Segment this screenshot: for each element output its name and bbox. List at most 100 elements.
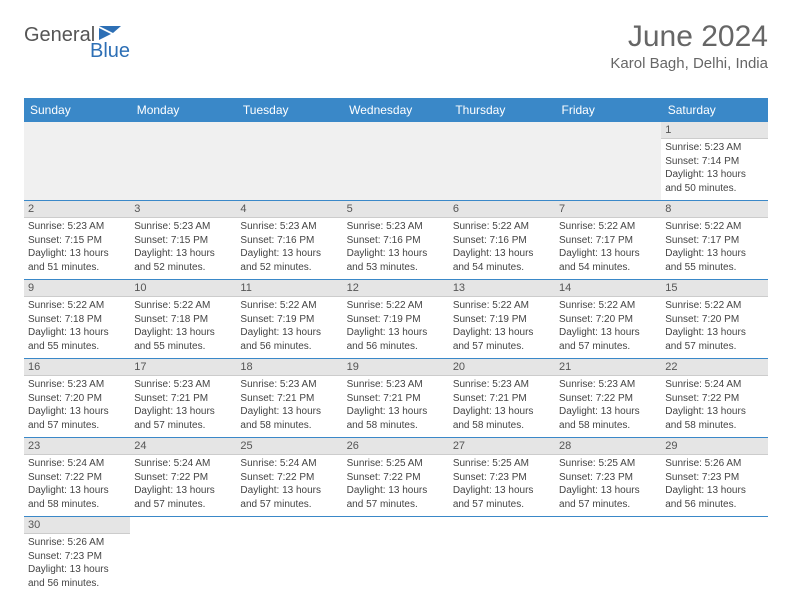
daylight-text: Daylight: 13 hours and 54 minutes. xyxy=(453,247,551,274)
sunset-text: Sunset: 7:16 PM xyxy=(453,234,551,248)
weekday-header: Saturday xyxy=(661,98,767,122)
logo-text-blue: Blue xyxy=(90,40,130,62)
sunset-text: Sunset: 7:17 PM xyxy=(559,234,657,248)
calendar-empty-cell xyxy=(555,517,661,596)
day-number: 14 xyxy=(555,280,661,297)
sunset-text: Sunset: 7:18 PM xyxy=(28,313,126,327)
calendar-day-cell: 27Sunrise: 5:25 AMSunset: 7:23 PMDayligh… xyxy=(449,438,555,517)
weekday-header: Wednesday xyxy=(343,98,449,122)
weekday-header: Monday xyxy=(130,98,236,122)
sunrise-text: Sunrise: 5:24 AM xyxy=(134,457,232,471)
day-details: Sunrise: 5:23 AMSunset: 7:15 PMDaylight:… xyxy=(130,218,236,276)
calendar-week-row: 23Sunrise: 5:24 AMSunset: 7:22 PMDayligh… xyxy=(24,438,768,517)
day-details: Sunrise: 5:22 AMSunset: 7:19 PMDaylight:… xyxy=(343,297,449,355)
daylight-text: Daylight: 13 hours and 55 minutes. xyxy=(28,326,126,353)
day-number: 7 xyxy=(555,201,661,218)
sunset-text: Sunset: 7:20 PM xyxy=(28,392,126,406)
calendar-day-cell: 29Sunrise: 5:26 AMSunset: 7:23 PMDayligh… xyxy=(661,438,767,517)
day-number: 27 xyxy=(449,438,555,455)
sunrise-text: Sunrise: 5:24 AM xyxy=(665,378,763,392)
weekday-header: Sunday xyxy=(24,98,130,122)
header-row: General June 2024 Karol Bagh, Delhi, Ind… xyxy=(24,20,768,72)
day-number: 16 xyxy=(24,359,130,376)
day-details: Sunrise: 5:24 AMSunset: 7:22 PMDaylight:… xyxy=(24,455,130,513)
sunrise-text: Sunrise: 5:22 AM xyxy=(559,220,657,234)
daylight-text: Daylight: 13 hours and 57 minutes. xyxy=(559,484,657,511)
calendar-week-row: 30Sunrise: 5:26 AMSunset: 7:23 PMDayligh… xyxy=(24,517,768,596)
sunrise-text: Sunrise: 5:22 AM xyxy=(240,299,338,313)
calendar-week-row: 1Sunrise: 5:23 AMSunset: 7:14 PMDaylight… xyxy=(24,122,768,201)
weekday-row: SundayMondayTuesdayWednesdayThursdayFrid… xyxy=(24,98,768,122)
day-details: Sunrise: 5:23 AMSunset: 7:16 PMDaylight:… xyxy=(343,218,449,276)
sunset-text: Sunset: 7:22 PM xyxy=(665,392,763,406)
day-details: Sunrise: 5:22 AMSunset: 7:17 PMDaylight:… xyxy=(661,218,767,276)
calendar-day-cell: 22Sunrise: 5:24 AMSunset: 7:22 PMDayligh… xyxy=(661,359,767,438)
sunrise-text: Sunrise: 5:22 AM xyxy=(665,299,763,313)
day-details: Sunrise: 5:22 AMSunset: 7:19 PMDaylight:… xyxy=(449,297,555,355)
day-number: 19 xyxy=(343,359,449,376)
day-details: Sunrise: 5:23 AMSunset: 7:16 PMDaylight:… xyxy=(236,218,342,276)
calendar-week-row: 16Sunrise: 5:23 AMSunset: 7:20 PMDayligh… xyxy=(24,359,768,438)
daylight-text: Daylight: 13 hours and 52 minutes. xyxy=(134,247,232,274)
day-number: 24 xyxy=(130,438,236,455)
sunrise-text: Sunrise: 5:23 AM xyxy=(453,378,551,392)
calendar-empty-cell xyxy=(555,122,661,201)
day-number: 26 xyxy=(343,438,449,455)
calendar-day-cell: 13Sunrise: 5:22 AMSunset: 7:19 PMDayligh… xyxy=(449,280,555,359)
day-number: 20 xyxy=(449,359,555,376)
month-title: June 2024 xyxy=(610,20,768,53)
day-details: Sunrise: 5:23 AMSunset: 7:14 PMDaylight:… xyxy=(661,139,767,197)
day-details: Sunrise: 5:25 AMSunset: 7:23 PMDaylight:… xyxy=(449,455,555,513)
daylight-text: Daylight: 13 hours and 54 minutes. xyxy=(559,247,657,274)
calendar-day-cell: 1Sunrise: 5:23 AMSunset: 7:14 PMDaylight… xyxy=(661,122,767,201)
daylight-text: Daylight: 13 hours and 58 minutes. xyxy=(453,405,551,432)
sunrise-text: Sunrise: 5:23 AM xyxy=(240,220,338,234)
day-details: Sunrise: 5:25 AMSunset: 7:23 PMDaylight:… xyxy=(555,455,661,513)
calendar-empty-cell xyxy=(449,517,555,596)
day-details: Sunrise: 5:24 AMSunset: 7:22 PMDaylight:… xyxy=(236,455,342,513)
calendar-table: SundayMondayTuesdayWednesdayThursdayFrid… xyxy=(24,98,768,595)
calendar-day-cell: 18Sunrise: 5:23 AMSunset: 7:21 PMDayligh… xyxy=(236,359,342,438)
sunset-text: Sunset: 7:22 PM xyxy=(28,471,126,485)
sunset-text: Sunset: 7:19 PM xyxy=(453,313,551,327)
day-details: Sunrise: 5:23 AMSunset: 7:21 PMDaylight:… xyxy=(449,376,555,434)
sunset-text: Sunset: 7:19 PM xyxy=(240,313,338,327)
calendar-day-cell: 2Sunrise: 5:23 AMSunset: 7:15 PMDaylight… xyxy=(24,201,130,280)
day-number: 30 xyxy=(24,517,130,534)
sunset-text: Sunset: 7:18 PM xyxy=(134,313,232,327)
daylight-text: Daylight: 13 hours and 58 minutes. xyxy=(665,405,763,432)
daylight-text: Daylight: 13 hours and 57 minutes. xyxy=(240,484,338,511)
sunset-text: Sunset: 7:22 PM xyxy=(240,471,338,485)
calendar-empty-cell xyxy=(343,517,449,596)
day-details: Sunrise: 5:22 AMSunset: 7:20 PMDaylight:… xyxy=(661,297,767,355)
calendar-day-cell: 25Sunrise: 5:24 AMSunset: 7:22 PMDayligh… xyxy=(236,438,342,517)
calendar-day-cell: 24Sunrise: 5:24 AMSunset: 7:22 PMDayligh… xyxy=(130,438,236,517)
sunrise-text: Sunrise: 5:25 AM xyxy=(559,457,657,471)
sunrise-text: Sunrise: 5:25 AM xyxy=(347,457,445,471)
calendar-day-cell: 30Sunrise: 5:26 AMSunset: 7:23 PMDayligh… xyxy=(24,517,130,596)
sunset-text: Sunset: 7:21 PM xyxy=(240,392,338,406)
sunrise-text: Sunrise: 5:22 AM xyxy=(665,220,763,234)
day-number: 4 xyxy=(236,201,342,218)
calendar-day-cell: 6Sunrise: 5:22 AMSunset: 7:16 PMDaylight… xyxy=(449,201,555,280)
sunrise-text: Sunrise: 5:23 AM xyxy=(28,378,126,392)
day-number: 12 xyxy=(343,280,449,297)
calendar-day-cell: 19Sunrise: 5:23 AMSunset: 7:21 PMDayligh… xyxy=(343,359,449,438)
calendar-week-row: 9Sunrise: 5:22 AMSunset: 7:18 PMDaylight… xyxy=(24,280,768,359)
weekday-header: Tuesday xyxy=(236,98,342,122)
location: Karol Bagh, Delhi, India xyxy=(610,55,768,72)
sunset-text: Sunset: 7:20 PM xyxy=(559,313,657,327)
calendar-day-cell: 23Sunrise: 5:24 AMSunset: 7:22 PMDayligh… xyxy=(24,438,130,517)
daylight-text: Daylight: 13 hours and 56 minutes. xyxy=(665,484,763,511)
calendar-empty-cell xyxy=(236,517,342,596)
day-number: 18 xyxy=(236,359,342,376)
calendar-empty-cell xyxy=(449,122,555,201)
day-details: Sunrise: 5:22 AMSunset: 7:16 PMDaylight:… xyxy=(449,218,555,276)
daylight-text: Daylight: 13 hours and 57 minutes. xyxy=(665,326,763,353)
calendar-day-cell: 26Sunrise: 5:25 AMSunset: 7:22 PMDayligh… xyxy=(343,438,449,517)
calendar-header: SundayMondayTuesdayWednesdayThursdayFrid… xyxy=(24,98,768,122)
calendar-day-cell: 8Sunrise: 5:22 AMSunset: 7:17 PMDaylight… xyxy=(661,201,767,280)
sunset-text: Sunset: 7:23 PM xyxy=(453,471,551,485)
day-details: Sunrise: 5:24 AMSunset: 7:22 PMDaylight:… xyxy=(661,376,767,434)
sunset-text: Sunset: 7:23 PM xyxy=(28,550,126,564)
